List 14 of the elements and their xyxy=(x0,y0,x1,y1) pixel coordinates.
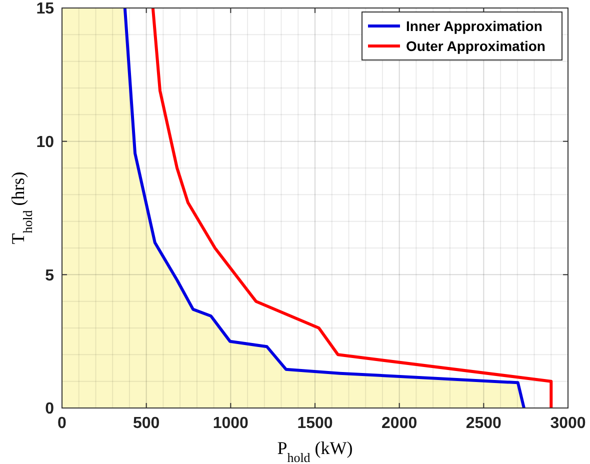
x-tick-label: 500 xyxy=(132,415,160,432)
x-tick-label: 1500 xyxy=(297,415,333,432)
legend-label: Inner Approximation xyxy=(406,18,542,34)
legend-label: Outer Approximation xyxy=(406,38,546,54)
x-tick-label: 2000 xyxy=(382,415,418,432)
x-tick-label: 1000 xyxy=(212,415,249,432)
y-tick-label: 5 xyxy=(45,267,54,284)
x-tick-label: 3000 xyxy=(550,415,586,432)
y-tick-label: 15 xyxy=(36,0,54,18)
x-tick-label: 2500 xyxy=(466,415,502,432)
y-tick-label: 0 xyxy=(45,400,54,418)
x-axis-title: P$_{hold}$ (kW) xyxy=(277,438,353,464)
y-tick-label: 10 xyxy=(36,134,54,151)
x-tick-label: 0 xyxy=(58,415,67,432)
